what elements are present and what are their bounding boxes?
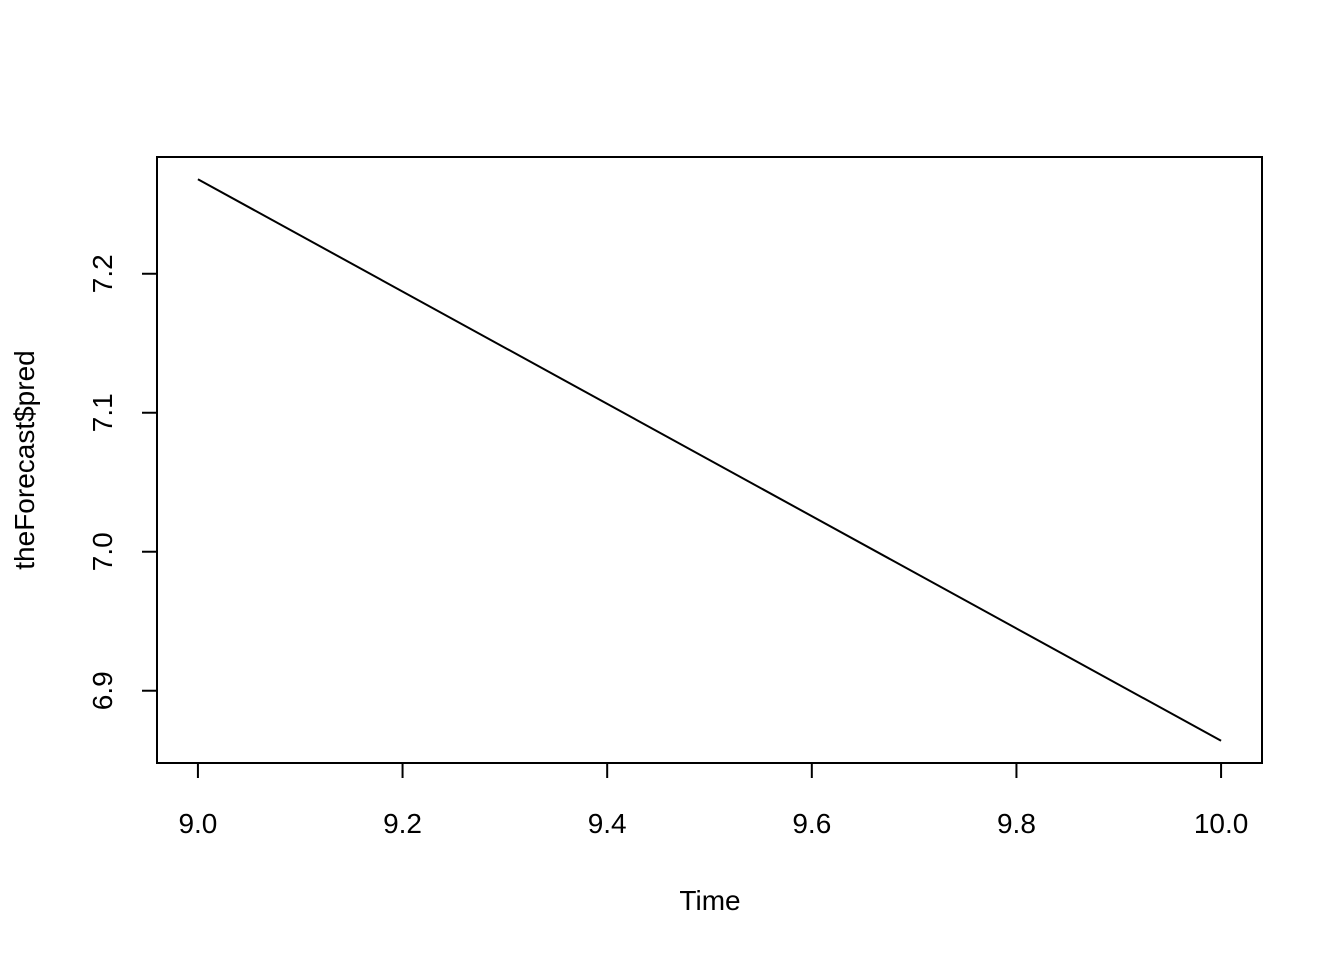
- y-tick-label: 7.1: [87, 393, 118, 432]
- y-tick-label: 6.9: [87, 671, 118, 710]
- x-tick-label: 9.8: [997, 808, 1036, 839]
- y-axis-title: theForecast$pred: [9, 350, 40, 569]
- y-tick-label: 7.0: [87, 532, 118, 571]
- x-tick-label: 9.6: [792, 808, 831, 839]
- x-tick-label: 9.4: [588, 808, 627, 839]
- x-axis-title: Time: [679, 885, 740, 916]
- x-tick-label: 9.2: [383, 808, 422, 839]
- x-tick-label: 10.0: [1194, 808, 1249, 839]
- y-tick-label: 7.2: [87, 254, 118, 293]
- data-line: [197, 178, 1222, 742]
- x-tick-label: 9.0: [178, 808, 217, 839]
